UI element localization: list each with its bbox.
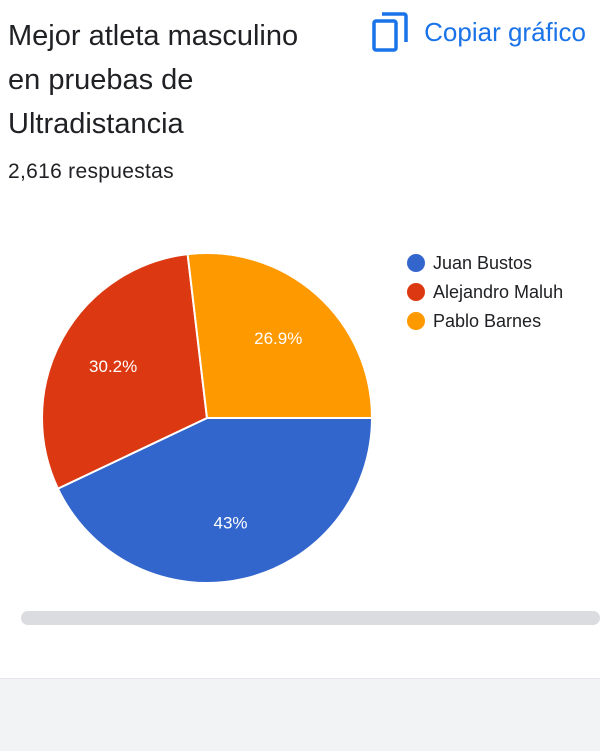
pie-chart: 43% 30.2% 26.9% Juan Bustos Alejandro Maluh… [41, 252, 563, 584]
copy-icon [372, 12, 408, 52]
legend-label-1: Alejandro Maluh [433, 282, 563, 302]
slice-label-0: 43% [214, 514, 248, 533]
copy-chart-button[interactable]: Copiar gráfico [372, 12, 586, 52]
legend-marker-2 [407, 312, 425, 330]
legend-marker-1 [407, 283, 425, 301]
legend-marker-0 [407, 254, 425, 272]
pie-slice-0[interactable] [56, 417, 374, 584]
response-count: 2,616 respuestas [8, 160, 174, 183]
pie-slice-1[interactable] [41, 253, 209, 490]
footer-bar [0, 678, 600, 751]
legend-label-2: Pablo Barnes [433, 311, 541, 331]
legend-label-0: Juan Bustos [433, 253, 532, 273]
slice-label-2: 26.9% [254, 329, 302, 348]
chart-title: Mejor atleta masculino en pruebas de Ult… [8, 20, 299, 140]
slice-label-1: 30.2% [89, 357, 137, 376]
horizontal-scrollbar[interactable] [21, 611, 600, 625]
copy-chart-label: Copiar gráfico [424, 16, 586, 47]
pie-slice-2[interactable] [186, 252, 374, 419]
